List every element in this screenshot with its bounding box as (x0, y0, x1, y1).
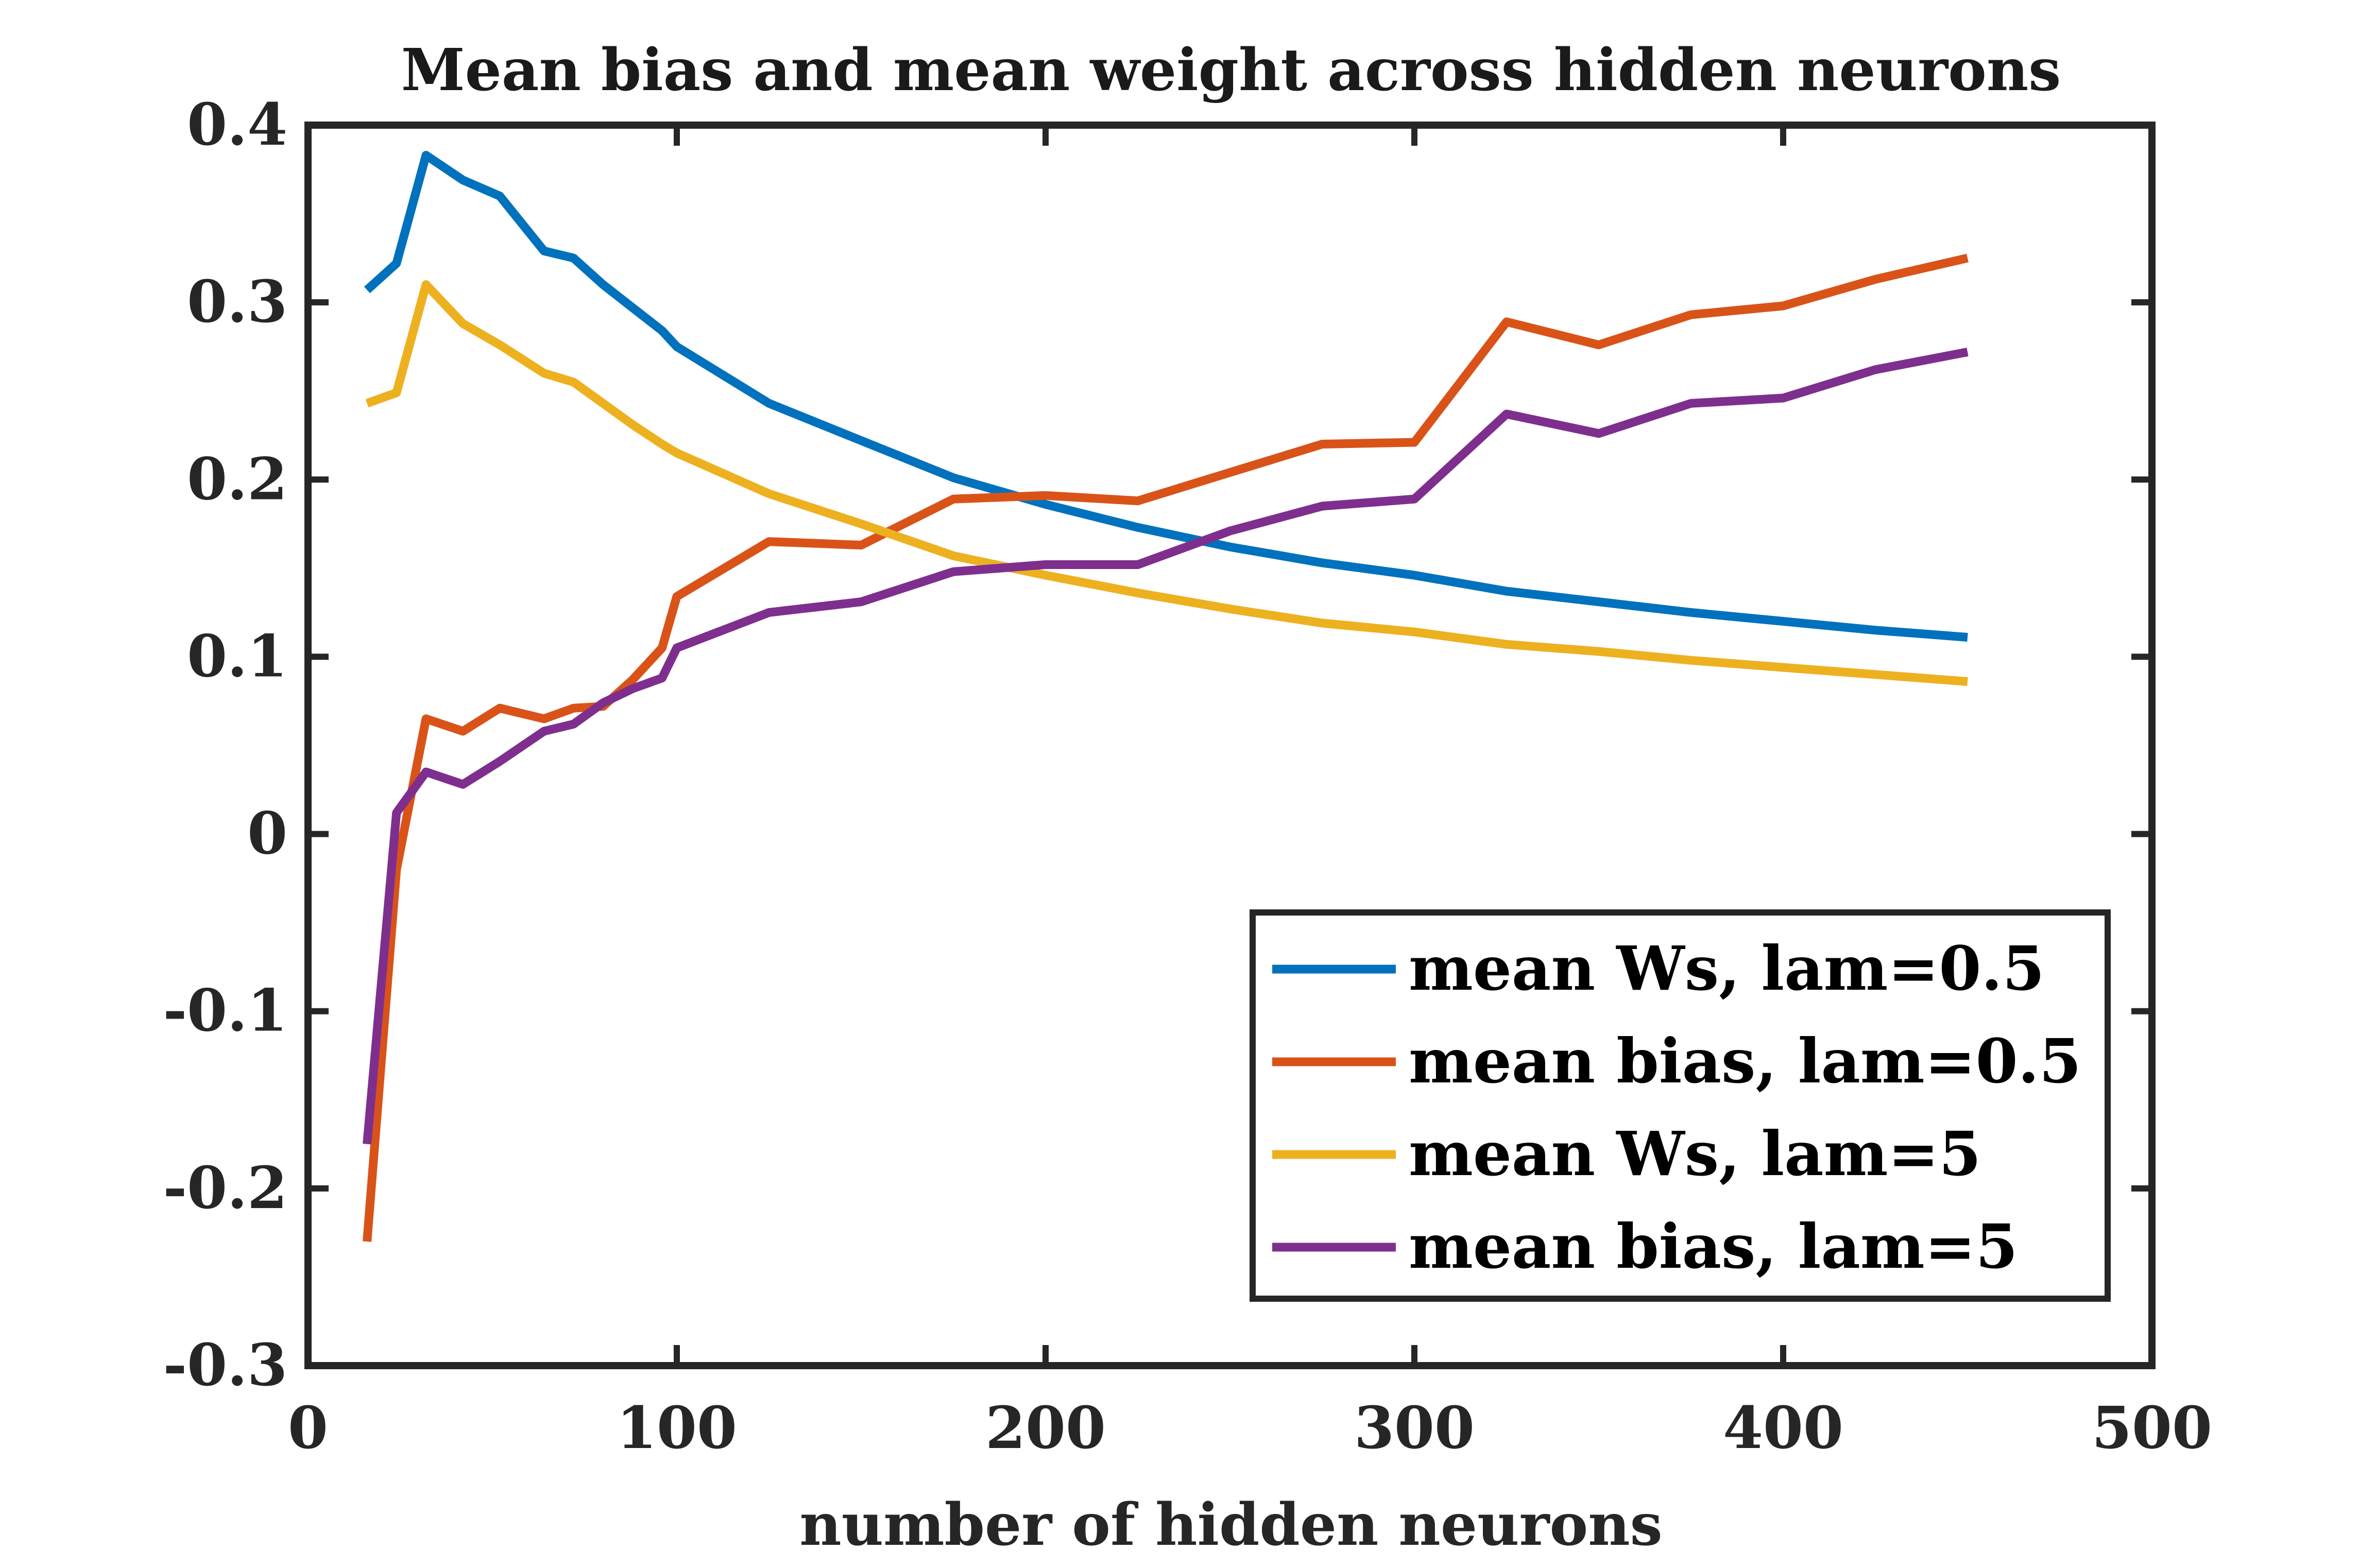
series-line-1 (364, 151, 1968, 642)
x-tick-label: 300 (1354, 1394, 1475, 1462)
series-line-4 (363, 348, 1969, 1145)
y-tick-label: 0.4 (187, 91, 287, 159)
x-tick-label: 100 (617, 1394, 737, 1462)
y-tick-label: -0.2 (163, 1155, 287, 1222)
y-tick-label: 0.1 (187, 623, 287, 690)
legend-box (1250, 909, 2111, 1302)
series-line-3 (365, 280, 1968, 686)
series-line-2 (363, 253, 1969, 1242)
chart-title: Mean bias and mean weight across hidden … (401, 37, 2061, 104)
axis-tick-labels: 0 100 200 300 400 500 -0.3 -0.2 -0.1 0 0.1 0.2 0.3 0.… (163, 91, 2212, 1462)
legend-label-4: mean bias, lam=5 (1409, 1211, 2018, 1282)
plot-area-frame (304, 122, 2156, 1369)
legend-label-1: mean Ws, lam=0.5 (1409, 933, 2045, 1004)
x-tick-label: 200 (985, 1394, 1106, 1462)
x-axis-label: number of hidden neurons (799, 1491, 1662, 1559)
x-tick-label: 0 (288, 1394, 328, 1462)
series-lines (363, 151, 1969, 1242)
legend-label-3: mean Ws, lam=5 (1409, 1118, 1981, 1190)
x-tick-label: 500 (2092, 1394, 2212, 1462)
x-tick-label: 400 (1723, 1394, 1843, 1462)
y-tick-label: 0.2 (187, 445, 287, 513)
y-tick-label: 0.3 (187, 268, 287, 336)
legend-entries: mean Ws, lam=0.5 mean bias, lam=0.5 mean W… (1272, 933, 2081, 1282)
y-tick-label: -0.1 (163, 977, 287, 1045)
legend-label-2: mean bias, lam=0.5 (1409, 1025, 2081, 1097)
y-tick-label: -0.3 (163, 1332, 287, 1399)
legend: mean Ws, lam=0.5 mean bias, lam=0.5 mean W… (1250, 909, 2111, 1302)
y-tick-label: 0 (247, 800, 287, 868)
